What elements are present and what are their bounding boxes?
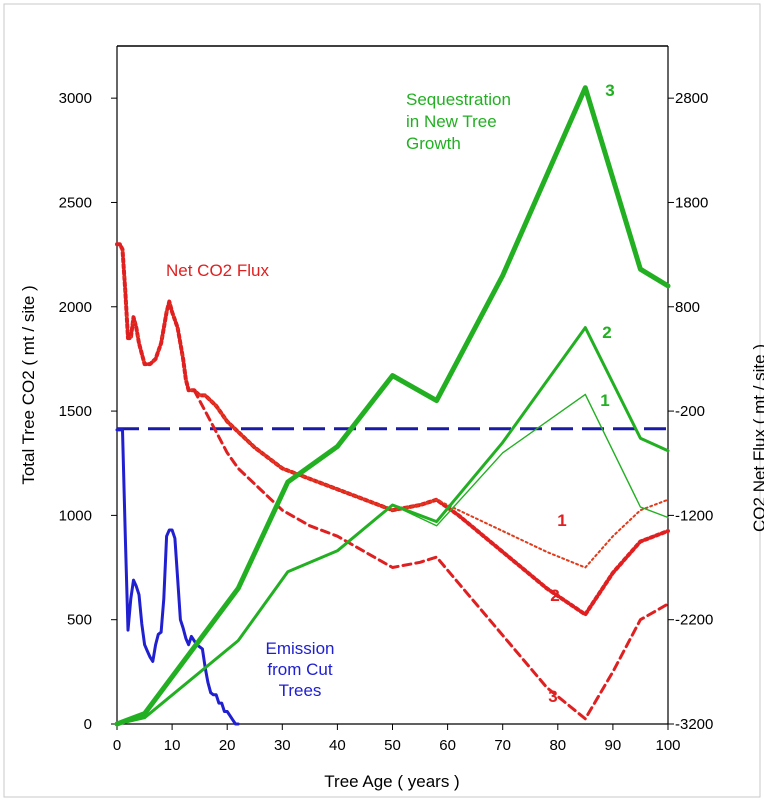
series-end-label: 1: [557, 511, 566, 530]
annotation-text: Trees: [279, 681, 322, 700]
right-tick-label: 800: [675, 299, 700, 316]
x-tick-label: 30: [274, 737, 291, 754]
left-tick-label: 500: [67, 612, 92, 629]
series-line: [115, 326, 670, 726]
plot-area: [117, 46, 668, 724]
x-tick-label: 40: [329, 737, 346, 754]
annotations-group: Sequestration in New Tree Growth Net CO2 Fl…: [166, 90, 511, 700]
left-tick-label: 3000: [59, 90, 92, 107]
right-tick-label: -1200: [675, 507, 713, 524]
right-tick-label: -200: [675, 403, 705, 420]
annotation-text: from Cut: [267, 660, 332, 679]
annotation-text: Growth: [406, 134, 461, 153]
x-tick-label: 100: [655, 737, 680, 754]
x-tick-label: 0: [113, 737, 121, 754]
series-line: [114, 85, 671, 727]
annotation-text: Net CO2 Flux: [166, 261, 269, 280]
right-tick-label: -2200: [675, 612, 713, 629]
left-tick-label: 1000: [59, 507, 92, 524]
series-line: [115, 242, 670, 721]
series-end-label: 3: [605, 81, 614, 100]
series-end-label: 3: [548, 687, 557, 706]
left-axis-ticks: 0 500 1000 1500 2000 2500 3000: [59, 90, 117, 733]
right-axis-title: CO2 Net Flux ( mt / site ): [750, 344, 764, 532]
series-end-label: 2: [602, 323, 611, 342]
series-labels-group: 3 2 1 1 2 3: [548, 81, 614, 706]
x-tick-label: 20: [219, 737, 236, 754]
left-tick-label: 2000: [59, 299, 92, 316]
right-tick-label: -3200: [675, 716, 713, 733]
right-tick-label: 1800: [675, 194, 708, 211]
series-end-label: 1: [600, 391, 609, 410]
annotation-text: in New Tree: [406, 112, 497, 131]
x-axis-ticks: 0 10 20 30 40 50 60 70 80 90 100: [113, 724, 681, 754]
right-tick-label: 2800: [675, 90, 708, 107]
series-end-label: 2: [550, 586, 559, 605]
left-tick-label: 1500: [59, 403, 92, 420]
x-tick-label: 50: [384, 737, 401, 754]
right-axis-ticks: -3200 -2200 -1200 -200 800 1800 2800: [668, 90, 713, 733]
annotation-text: Sequestration: [406, 90, 511, 109]
annotation-text: Emission: [266, 639, 335, 658]
left-tick-label: 0: [84, 716, 92, 733]
left-tick-label: 2500: [59, 194, 92, 211]
x-tick-label: 60: [439, 737, 456, 754]
x-tick-label: 10: [164, 737, 181, 754]
x-axis-title: Tree Age ( years ): [324, 772, 459, 791]
x-tick-label: 70: [494, 737, 511, 754]
x-tick-label: 90: [605, 737, 622, 754]
x-tick-label: 80: [549, 737, 566, 754]
series-line: [115, 428, 240, 726]
left-axis-title: Total Tree CO2 ( mt / site ): [19, 285, 38, 484]
series-group: [114, 85, 671, 727]
